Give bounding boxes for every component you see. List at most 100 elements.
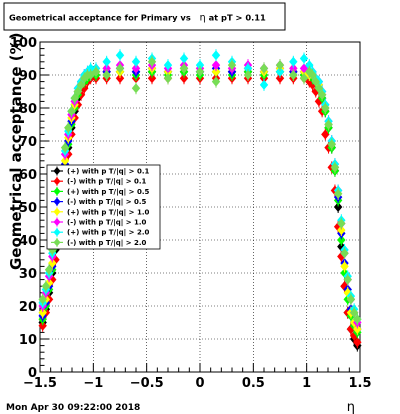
- data-point: [44, 264, 54, 275]
- data-point: [308, 70, 317, 80]
- data-point: [179, 53, 189, 64]
- chart-title-main: Geometrical acceptance for Primary vs: [9, 13, 194, 23]
- data-points: [38, 49, 362, 352]
- y-tick-label: 40: [19, 234, 37, 249]
- data-point: [73, 86, 83, 97]
- x-tick-label: −1: [83, 376, 103, 391]
- legend-marker: [53, 177, 61, 186]
- legend-entry: (+) with p T/|q| > 0.1: [51, 166, 150, 177]
- x-tick-label: 0.5: [242, 376, 265, 391]
- data-point: [330, 162, 340, 173]
- x-tick-label: −0.5: [130, 376, 164, 391]
- chart-title-cut: at pT > 0.11: [206, 13, 266, 23]
- data-point: [275, 60, 285, 71]
- data-point: [259, 79, 269, 90]
- series-8: [38, 55, 362, 326]
- x-tick-label: 0: [195, 376, 204, 391]
- legend: (+) with p T/|q| > 0.1 (-) with p T/|q| >…: [46, 164, 161, 250]
- data-point: [353, 314, 362, 325]
- data-point: [305, 60, 314, 71]
- data-point: [163, 60, 173, 71]
- legend-entry: (+) with p T/|q| > 2.0: [51, 227, 150, 238]
- legend-marker: [53, 207, 61, 216]
- data-point: [317, 89, 327, 100]
- data-point: [243, 63, 253, 74]
- axes: −1.5 −1 −0.5 0 0.5 1 1.5 0 10 20 30 40 50 60 70 80 90 100: [10, 36, 372, 391]
- data-point: [333, 188, 343, 199]
- data-point: [86, 63, 95, 74]
- x-tick-label: 1: [302, 376, 311, 391]
- data-point: [131, 63, 141, 74]
- y-tick-label: 90: [19, 69, 37, 84]
- data-point: [259, 63, 269, 74]
- legend-marker: [53, 228, 61, 237]
- data-point: [211, 50, 221, 61]
- data-point: [38, 320, 47, 331]
- data-point: [48, 258, 57, 269]
- data-point: [346, 294, 356, 305]
- data-point: [275, 73, 285, 84]
- data-point: [195, 66, 205, 77]
- legend-marker: [53, 197, 61, 206]
- data-point: [76, 79, 86, 90]
- data-point: [60, 142, 70, 153]
- data-point: [86, 70, 95, 80]
- data-point: [211, 76, 221, 87]
- data-point: [64, 122, 73, 133]
- y-tick-label: 50: [19, 201, 37, 216]
- x-axis-title: η: [347, 400, 355, 414]
- data-point: [131, 56, 141, 67]
- data-point: [343, 274, 352, 285]
- data-point: [60, 155, 70, 166]
- legend-box: [46, 164, 161, 250]
- legend-label: (+) with p T/|q| > 0.1: [67, 168, 150, 177]
- data-point: [38, 307, 47, 318]
- y-tick-label: 10: [19, 333, 37, 348]
- legend-label: (+) with p T/|q| > 2.0: [67, 229, 150, 238]
- data-point: [227, 60, 237, 71]
- data-point: [340, 261, 349, 272]
- data-point: [115, 73, 125, 84]
- data-point: [48, 274, 57, 285]
- y-tick-label: 70: [19, 135, 37, 150]
- legend-marker: [53, 167, 61, 175]
- legend-entry: (-) with p T/|q| > 2.0: [51, 237, 147, 248]
- data-point: [211, 60, 221, 71]
- data-point: [353, 337, 362, 348]
- data-point: [147, 56, 157, 67]
- y-tick-label: 60: [19, 168, 37, 183]
- y-tick-label: 30: [19, 267, 37, 282]
- data-point: [327, 139, 336, 150]
- legend-entry: (+) with p T/|q| > 1.0: [51, 207, 150, 217]
- chart-title: Geometrical acceptance for Primary vs η …: [9, 13, 266, 24]
- data-point: [147, 73, 157, 84]
- data-point: [299, 53, 309, 64]
- y-tick-label: 80: [19, 102, 37, 117]
- data-point: [102, 63, 111, 74]
- legend-entry: (+) with p T/|q| > 0.5: [51, 186, 150, 197]
- data-point: [80, 83, 89, 94]
- legend-entry: (-) with p T/|q| > 0.5: [51, 197, 147, 207]
- legend-marker: [53, 187, 61, 196]
- data-point: [67, 106, 76, 117]
- data-point: [179, 63, 189, 74]
- data-point: [41, 281, 51, 292]
- legend-label: (-) with p T/|q| > 1.0: [67, 219, 147, 228]
- data-point: [333, 202, 343, 212]
- data-point: [337, 235, 346, 245]
- data-point: [299, 73, 309, 84]
- data-point: [289, 63, 298, 74]
- y-tick-label: 20: [19, 300, 37, 315]
- data-point: [179, 73, 189, 84]
- legend-label: (-) with p T/|q| > 0.5: [67, 198, 147, 207]
- legend-label: (+) with p T/|q| > 1.0: [67, 208, 150, 217]
- data-point: [321, 103, 330, 113]
- data-point: [275, 66, 285, 77]
- timestamp: Mon Apr 30 09:22:00 2018: [6, 403, 140, 413]
- data-point: [321, 129, 330, 140]
- data-point: [115, 63, 125, 74]
- data-point: [163, 73, 173, 84]
- x-tick-label: 1.5: [348, 376, 371, 391]
- data-point: [311, 76, 320, 87]
